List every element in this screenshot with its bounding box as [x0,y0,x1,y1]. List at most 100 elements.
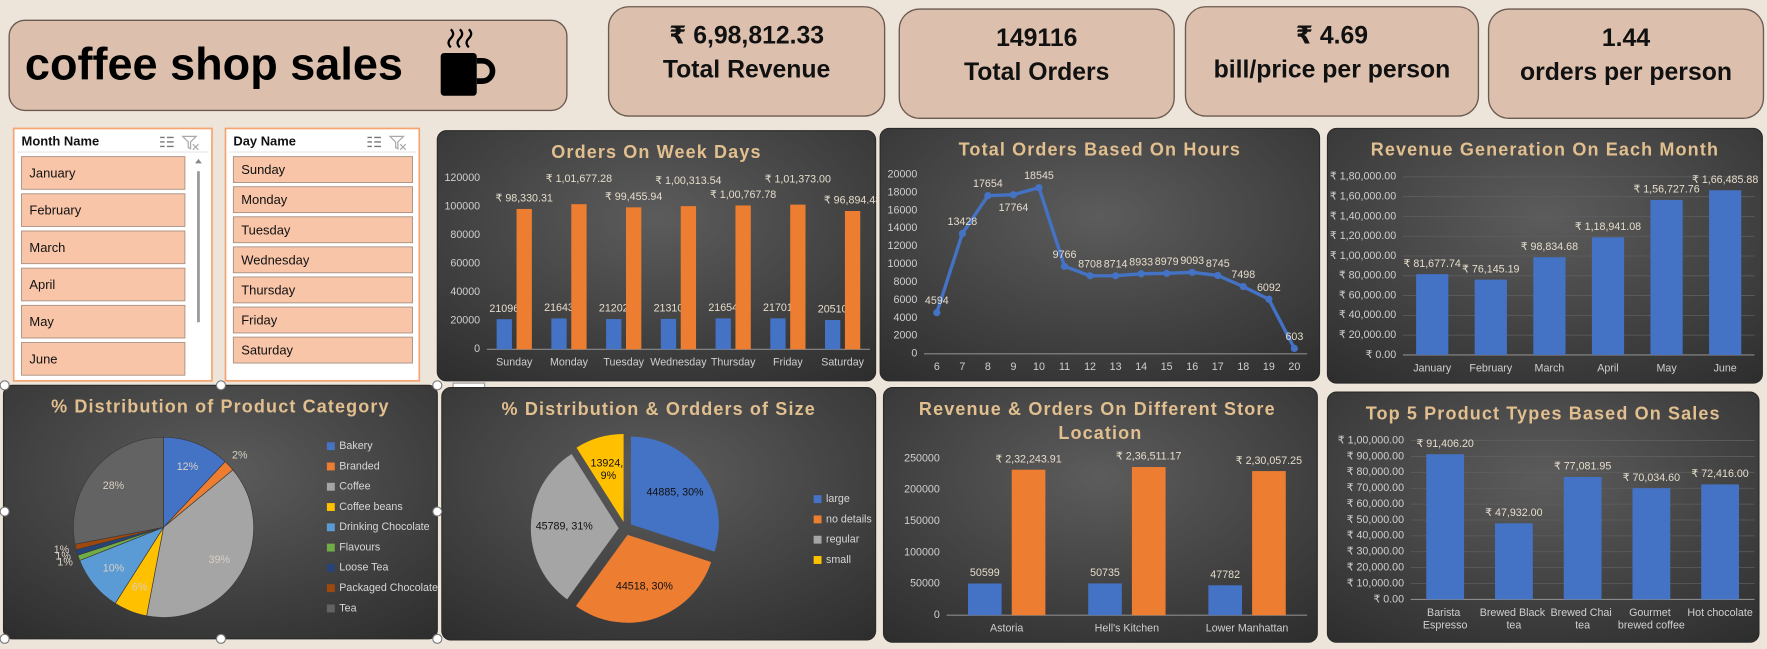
y-tick-label: ₹ 0.00 [1366,349,1397,361]
slicer-item[interactable] [21,230,186,265]
slicer-item[interactable] [232,186,413,214]
bar [1632,488,1671,600]
y-tick-label: 0 [934,609,940,621]
data-label: 21654 [708,302,738,314]
resize-handle[interactable] [0,506,10,517]
resize-handle[interactable] [0,380,10,391]
kpi-value: ₹ 4.69 [1296,23,1368,50]
slicer-item[interactable] [232,246,413,274]
slicer-item[interactable] [21,267,186,302]
x-tick-label: Hell's Kitchen [1095,623,1159,635]
point [1214,271,1222,280]
legend-label: Flavours [339,541,380,553]
slicer-item[interactable] [21,193,186,227]
resize-handle[interactable] [432,633,443,644]
bar [967,583,1002,616]
y-tick-label: ₹ 20,000.00 [1347,561,1404,573]
data-label: ₹ 98,834.68 [1521,241,1578,253]
slicer: Day Name Sunday Monday Tuesday Wednesday Thur… [224,127,421,382]
x-tick-label: Saturday [821,357,864,369]
bar [1088,583,1122,616]
slicer-item-label[interactable]: Friday [241,313,277,328]
clear-filter-icon[interactable] [181,135,199,151]
slicer-item-label[interactable]: Monday [241,192,288,207]
slicer-item[interactable] [232,156,413,183]
chart-title: Orders On Week Days [551,142,761,162]
slicer-item-label[interactable]: April [29,277,55,292]
selection-handles [0,380,443,644]
x-tick-label: 13 [1110,361,1122,373]
data-label: ₹ 72,416.00 [1691,468,1748,480]
slicer-item-label[interactable]: May [29,314,54,329]
kpi-value: 1.44 [1602,25,1650,52]
y-tick-label: ₹ 50,000.00 [1347,514,1404,526]
data-label: ₹ 1,56,727.76 [1633,184,1699,196]
resize-handle[interactable] [215,380,227,391]
slicer-item[interactable] [21,342,186,376]
cup-handle [476,58,496,84]
slicer-item-label[interactable]: Tuesday [241,222,291,237]
x-tick-label: 14 [1135,361,1147,373]
x-tick-label: 9 [1010,361,1016,373]
legend-label: Drinking Chocolate [339,521,429,533]
point [1112,272,1120,280]
y-tick-label: ₹ 1,00,000.00 [1338,434,1404,446]
bar [790,204,806,350]
pie-slice [575,534,712,623]
bar [1591,237,1625,355]
slicer-item[interactable] [232,336,413,364]
slicer-item-label[interactable]: January [29,166,76,181]
pie-slice [163,436,226,529]
x-tick-label: 11 [1059,361,1070,373]
point [958,229,966,238]
multi-select-icon[interactable] [367,136,381,148]
y-tick-label: 20000 [450,315,480,327]
data-label: ₹ 98,330.31 [496,193,553,205]
clear-filter-icon[interactable] [388,135,407,151]
legend-swatch [326,503,335,511]
data-label: 7498 [1231,269,1255,281]
bar [571,204,587,350]
slicer-item-label[interactable]: June [29,351,57,366]
data-label: ₹ 96,894.48 [824,195,881,207]
y-tick-label: ₹ 60,000.00 [1347,498,1404,510]
legend-label: Packaged Chocolate [339,582,438,594]
resize-handle[interactable] [0,633,10,644]
slicer-item-label[interactable]: February [29,203,81,218]
slicer-item-label[interactable]: Saturday [241,343,293,358]
resize-handle[interactable] [432,380,443,391]
bar [735,205,751,350]
slicer-item-label[interactable]: Thursday [241,282,295,297]
chart-panel: Total Orders Based On Hours 0 2000 4000 6000… [879,127,1321,382]
slicer-item-label[interactable]: Wednesday [241,252,310,267]
bar [1416,274,1449,355]
x-tick-label: Brewed Chai tea [1551,607,1615,631]
slicer-item[interactable] [21,304,186,339]
chart-title: % Distribution of Product Category [51,397,390,417]
slicer-item[interactable] [21,156,186,190]
chart-title: Total Orders Based On Hours [959,140,1241,160]
bar [770,318,786,350]
slicer-item[interactable] [232,216,413,244]
data-label: 8708 [1078,258,1102,270]
slicer-item-label[interactable]: Sunday [241,162,285,177]
multi-select-icon[interactable] [160,136,174,148]
slicer-item-label[interactable]: March [29,240,65,255]
point [1265,295,1273,303]
resize-handle[interactable] [215,633,227,644]
slicer-item[interactable] [232,306,413,334]
panel-background [882,387,1318,643]
legend-label: Coffee [339,481,370,493]
chart-title: Revenue & Orders On Different Store Loca… [919,399,1282,443]
resize-handle[interactable] [432,506,443,517]
legend-label: Tea [339,602,356,614]
bar [1011,469,1046,616]
data-label: 8933 [1129,256,1153,268]
scroll-up[interactable] [195,158,202,164]
kpi-box [607,6,886,117]
pie-slice [576,434,624,522]
slicer-item[interactable] [232,276,413,304]
y-tick-label: 16000 [888,204,918,216]
